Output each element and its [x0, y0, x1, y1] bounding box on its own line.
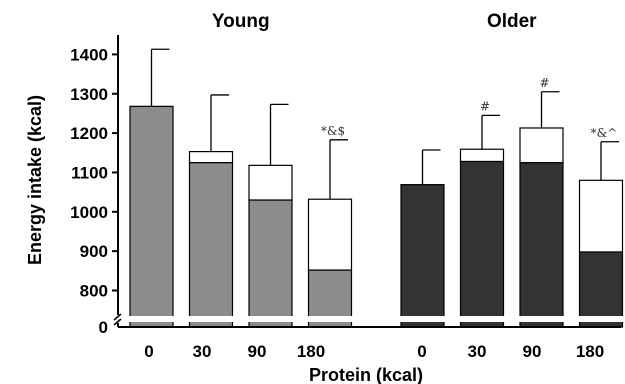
bar-protein-segment — [307, 198, 353, 271]
bar-protein-segment — [459, 148, 505, 163]
bar-base-segment — [519, 162, 564, 328]
bar-protein-segment — [248, 164, 293, 201]
x-tick-label: 30 — [193, 342, 212, 361]
bar-base-segment — [129, 105, 174, 328]
y-tick-label: 1000 — [70, 203, 108, 222]
bar-base-segment — [188, 162, 234, 328]
axis-break-gap — [114, 315, 123, 323]
x-axis-title: Protein (kcal) — [309, 365, 423, 384]
significance-annotation: # — [539, 76, 549, 90]
y-tick-label: 900 — [80, 242, 108, 261]
bar-protein-segment — [188, 150, 234, 164]
x-tick-label: 180 — [297, 342, 325, 361]
significance-annotation: *&$ — [321, 124, 345, 138]
y-tick-label: 1300 — [70, 85, 108, 104]
y-tick-label: 1400 — [70, 45, 108, 64]
y-axis-title: Energy intake (kcal) — [25, 95, 45, 265]
y-tick-label: 800 — [80, 282, 108, 301]
axis-break-band — [119, 316, 624, 322]
x-tick-label: 30 — [468, 342, 487, 361]
x-tick-label: 180 — [576, 342, 604, 361]
y-tick-label: 1100 — [71, 163, 108, 182]
bar-protein-segment — [578, 179, 624, 253]
bar-base-segment — [578, 251, 624, 328]
significance-annotation: # — [480, 99, 490, 113]
x-tick-label: 0 — [417, 342, 426, 361]
significance-annotation: *&^ — [591, 126, 618, 140]
panel-title: Young — [212, 11, 270, 32]
bar-base-segment — [459, 160, 505, 328]
axis-break-mark — [113, 313, 122, 321]
y-tick-label: 0 — [99, 318, 108, 337]
axis-break-mark — [113, 318, 122, 326]
y-tick-label: 1200 — [70, 124, 108, 143]
bar-base-segment — [248, 199, 293, 328]
x-tick-label: 90 — [248, 342, 267, 361]
bar-base-segment — [400, 184, 445, 328]
x-tick-label: 0 — [144, 342, 153, 361]
panel-title: Older — [487, 11, 537, 32]
bar-protein-segment — [519, 127, 564, 164]
x-tick-label: 90 — [523, 342, 542, 361]
